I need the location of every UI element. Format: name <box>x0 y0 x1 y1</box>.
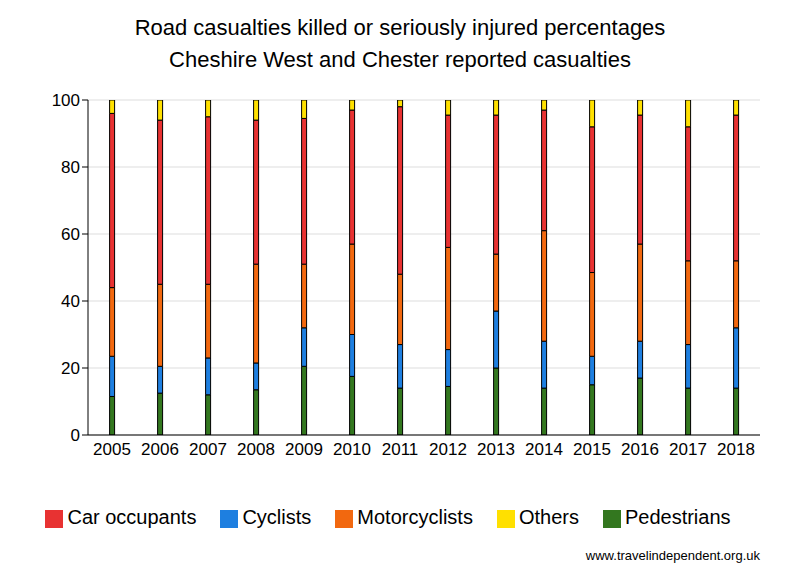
html-text:Road casualties killed or seri: Road casualties killed or seriously inju… <box>134 15 666 40</box>
svg-text:2009: 2009 <box>285 440 323 459</box>
html-text:Cheshire West and Chester repo: Cheshire West and Chester reported casua… <box>169 47 631 72</box>
svg-text:2007: 2007 <box>189 440 227 459</box>
svg-text:2017: 2017 <box>669 440 707 459</box>
svg-text:2012: 2012 <box>429 440 467 459</box>
svg-text:60: 60 <box>61 225 80 244</box>
svg-text:40: 40 <box>61 292 80 311</box>
svg-text:2014: 2014 <box>525 440 563 459</box>
html-text:Others: Others <box>518 506 579 528</box>
svg-text:2005: 2005 <box>93 440 131 459</box>
svg-text:2008: 2008 <box>237 440 275 459</box>
svg-text:2013: 2013 <box>477 440 515 459</box>
svg-text:2015: 2015 <box>573 440 611 459</box>
svg-text:0: 0 <box>71 426 80 445</box>
svg-text:2018: 2018 <box>717 440 755 459</box>
svg-text:100: 100 <box>52 91 80 110</box>
svg-text:2010: 2010 <box>333 440 371 459</box>
html-text:Car occupants: Car occupants <box>67 506 197 528</box>
svg-text:2006: 2006 <box>141 440 179 459</box>
svg-text:2011: 2011 <box>382 440 419 459</box>
svg-text:2016: 2016 <box>621 440 659 459</box>
html-text:Motorcyclists: Motorcyclists <box>357 506 473 528</box>
html-text:Pedestrians: Pedestrians <box>624 506 731 528</box>
html-text:www.travelindependent.org.uk: www.travelindependent.org.uk <box>585 548 760 563</box>
svg-text:20: 20 <box>61 359 80 378</box>
svg-text:80: 80 <box>61 158 80 177</box>
html-text:Cyclists: Cyclists <box>242 506 312 528</box>
